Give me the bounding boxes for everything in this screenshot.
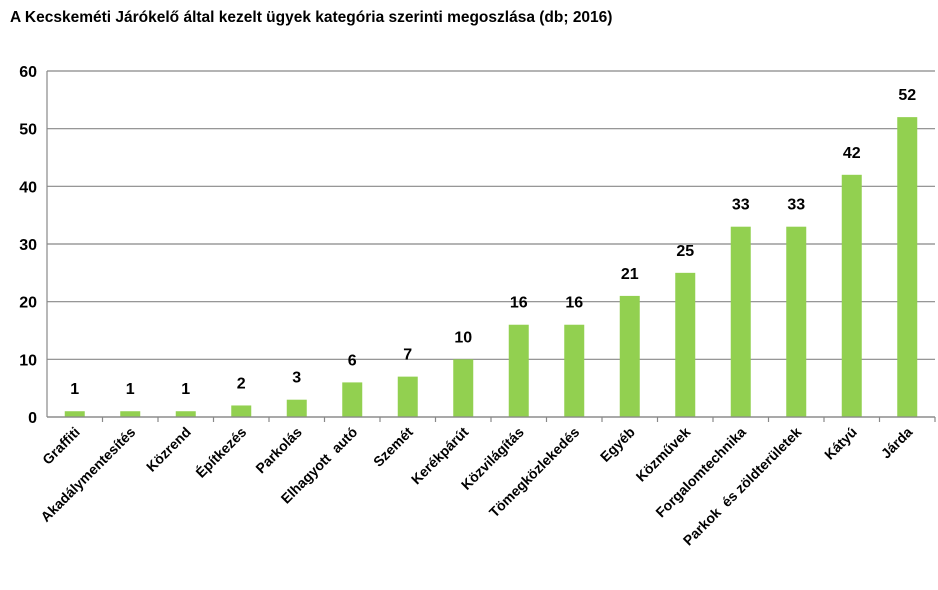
- bar: [453, 359, 474, 417]
- bar: [786, 226, 807, 417]
- data-label: 16: [510, 295, 528, 312]
- bar: [841, 174, 862, 417]
- data-label: 16: [565, 295, 583, 312]
- data-label: 3: [292, 370, 301, 387]
- data-label: 21: [621, 266, 639, 283]
- bar: [342, 382, 363, 417]
- bar: [175, 411, 196, 417]
- bars: [64, 117, 918, 417]
- bar: [397, 376, 418, 417]
- data-label: 6: [348, 352, 357, 369]
- y-tick-label: 10: [19, 352, 37, 369]
- data-label: 1: [126, 381, 135, 398]
- chart-title: A Kecskeméti Járókelő által kezelt ügyek…: [10, 9, 613, 26]
- y-tick-label: 0: [28, 410, 37, 427]
- category-label: Kátyú: [821, 424, 860, 463]
- bar: [120, 411, 141, 417]
- y-tick-label: 30: [19, 237, 37, 254]
- data-label: 33: [732, 197, 750, 214]
- bar: [897, 117, 918, 417]
- data-label: 33: [787, 197, 805, 214]
- data-labels: 1 1 1 2 3 6 7 10 16 16 21 25 33 33 42 52: [70, 87, 916, 398]
- category-label: Parkok és zöldterületek: [680, 424, 805, 549]
- bar: [286, 399, 307, 417]
- category-label: Közművek: [633, 424, 694, 485]
- category-label: Egyéb: [597, 424, 638, 465]
- category-label: Építkezés: [192, 424, 249, 481]
- data-label: 2: [237, 375, 246, 392]
- category-label: Szemét: [370, 424, 416, 470]
- bar: [619, 295, 640, 417]
- bar: [564, 324, 585, 417]
- bar: [64, 411, 85, 417]
- y-tick-label: 60: [19, 64, 37, 81]
- data-label: 10: [454, 329, 472, 346]
- bar: [730, 226, 751, 417]
- category-label: Graffiti: [39, 424, 83, 468]
- data-label: 1: [70, 381, 79, 398]
- category-label: Akadálymentesítés: [37, 424, 138, 525]
- y-axis: 0 10 20 30 40 50 60: [19, 64, 48, 427]
- bar: [231, 405, 252, 417]
- data-label: 52: [898, 87, 916, 104]
- data-label: 1: [181, 381, 190, 398]
- category-label: Közrend: [143, 424, 194, 475]
- y-tick-label: 40: [19, 179, 37, 196]
- y-tick-label: 20: [19, 295, 37, 312]
- category-label: Járda: [878, 424, 916, 462]
- category-label: Parkolás: [252, 424, 305, 477]
- data-label: 7: [403, 347, 412, 364]
- data-label: 25: [676, 243, 694, 260]
- y-tick-label: 50: [19, 122, 37, 139]
- bar: [508, 324, 529, 417]
- data-label: 42: [843, 145, 861, 162]
- bar: [675, 272, 696, 417]
